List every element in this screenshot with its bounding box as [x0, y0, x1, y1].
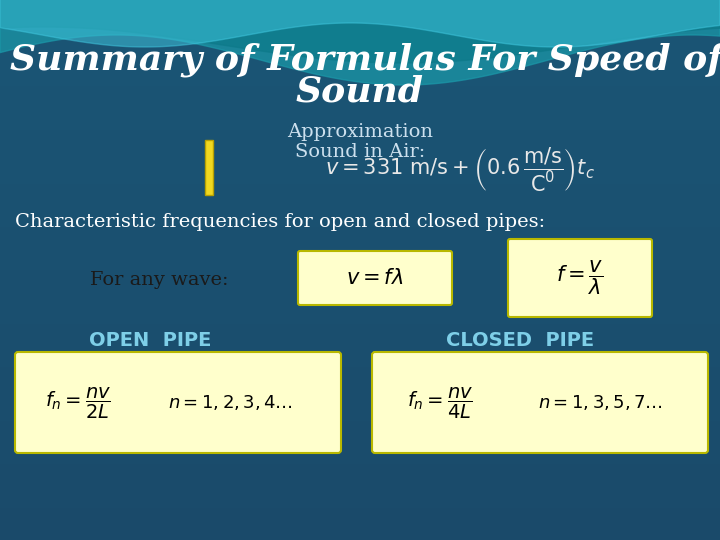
Bar	[0, 367, 720, 378]
Bar	[0, 151, 720, 162]
Bar	[0, 54, 720, 65]
Text: $n = 1, 2, 3, 4\ldots$: $n = 1, 2, 3, 4\ldots$	[168, 394, 292, 413]
Bar	[0, 529, 720, 540]
Bar	[0, 76, 720, 86]
Bar	[0, 454, 720, 464]
Bar	[0, 335, 720, 346]
Bar	[0, 270, 720, 281]
Bar	[0, 378, 720, 389]
Text: Sound: Sound	[296, 75, 424, 109]
Bar	[205, 140, 213, 195]
Bar	[0, 400, 720, 410]
Text: $f = \dfrac{v}{\lambda}$: $f = \dfrac{v}{\lambda}$	[557, 259, 604, 297]
Text: Approximation: Approximation	[287, 123, 433, 141]
Bar	[0, 281, 720, 292]
Bar	[0, 173, 720, 184]
Bar	[0, 421, 720, 432]
Text: $f_n = \dfrac{nv}{4L}$: $f_n = \dfrac{nv}{4L}$	[407, 386, 473, 421]
Bar	[0, 486, 720, 497]
FancyBboxPatch shape	[508, 239, 652, 317]
Text: Summary of Formulas For Speed of: Summary of Formulas For Speed of	[10, 43, 720, 77]
Bar	[0, 443, 720, 454]
Text: $v = 331\ \mathrm{m/s} + \left(0.6\,\dfrac{\mathrm{m/s}}{\mathrm{C}^0}\right)t_c: $v = 331\ \mathrm{m/s} + \left(0.6\,\dfr…	[325, 146, 595, 194]
Text: $v = f\lambda$: $v = f\lambda$	[346, 268, 404, 288]
Bar	[0, 313, 720, 324]
Text: CLOSED  PIPE: CLOSED PIPE	[446, 330, 594, 349]
Text: Sound in Air:: Sound in Air:	[295, 143, 425, 161]
Bar	[0, 410, 720, 421]
Bar	[0, 97, 720, 108]
Text: Characteristic frequencies for open and closed pipes:: Characteristic frequencies for open and …	[15, 213, 545, 231]
Bar	[0, 518, 720, 529]
FancyBboxPatch shape	[298, 251, 452, 305]
Bar	[0, 432, 720, 443]
Text: $n = 1, 3, 5, 7\ldots$: $n = 1, 3, 5, 7\ldots$	[538, 394, 662, 413]
Bar	[0, 86, 720, 97]
Bar	[0, 389, 720, 400]
Bar	[0, 11, 720, 22]
Bar	[0, 162, 720, 173]
Bar	[0, 22, 720, 32]
Text: OPEN  PIPE: OPEN PIPE	[89, 330, 211, 349]
Bar	[0, 259, 720, 270]
Bar	[0, 140, 720, 151]
Bar	[0, 43, 720, 54]
Bar	[0, 0, 720, 11]
Bar	[0, 346, 720, 356]
Bar	[0, 205, 720, 216]
Bar	[0, 130, 720, 140]
FancyBboxPatch shape	[15, 352, 341, 453]
Bar	[0, 32, 720, 43]
Bar	[0, 108, 720, 119]
Bar	[0, 227, 720, 238]
Bar	[0, 464, 720, 475]
Bar	[0, 356, 720, 367]
Bar	[0, 508, 720, 518]
Bar	[0, 475, 720, 486]
Bar	[0, 194, 720, 205]
FancyBboxPatch shape	[372, 352, 708, 453]
Bar	[0, 302, 720, 313]
Bar	[0, 216, 720, 227]
Bar	[0, 65, 720, 76]
Bar	[0, 119, 720, 130]
Text: For any wave:: For any wave:	[90, 271, 228, 289]
Bar	[0, 238, 720, 248]
Bar	[0, 497, 720, 508]
Bar	[0, 324, 720, 335]
Bar	[0, 292, 720, 302]
Text: $f_n = \dfrac{nv}{2L}$: $f_n = \dfrac{nv}{2L}$	[45, 386, 111, 421]
Bar	[0, 248, 720, 259]
Bar	[0, 184, 720, 194]
